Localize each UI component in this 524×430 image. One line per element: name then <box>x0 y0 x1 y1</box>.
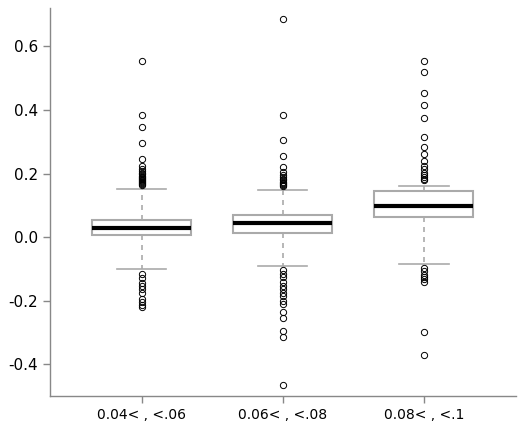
Bar <box>233 215 332 233</box>
Bar <box>375 191 473 217</box>
Bar <box>92 220 191 236</box>
